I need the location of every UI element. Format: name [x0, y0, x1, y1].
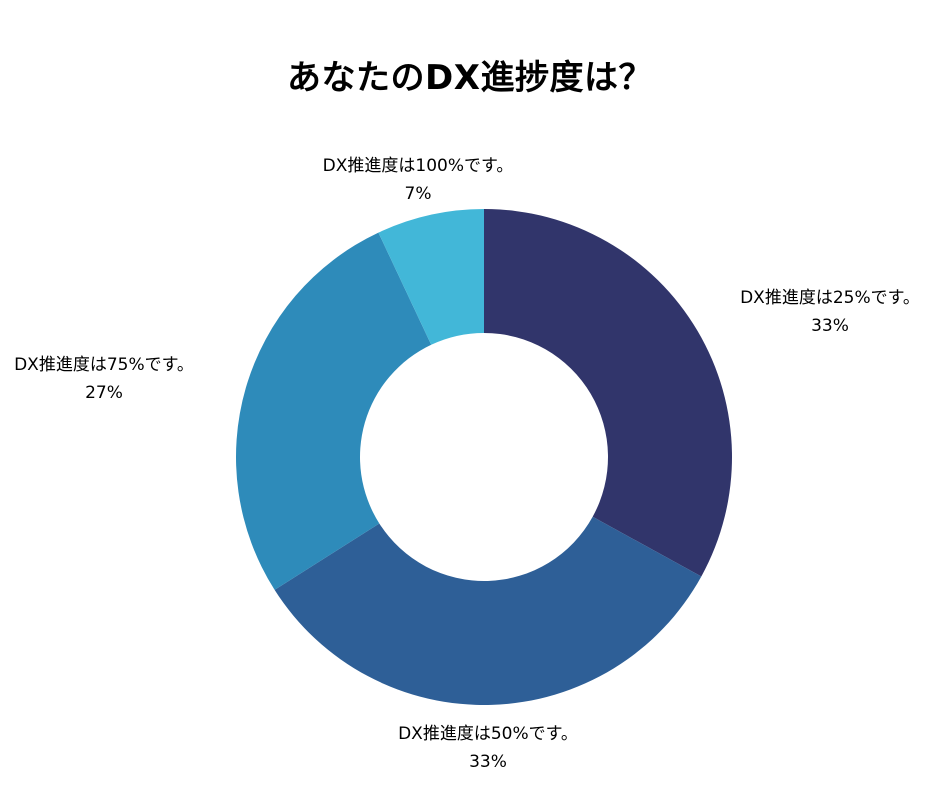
- slice-label-text: DX推進度は50%です。: [398, 724, 578, 744]
- slice-label-text: DX推進度は75%です。: [14, 355, 194, 375]
- slice-label-50: DX推進度は50%です。 33%: [398, 720, 578, 776]
- slice-label-100: DX推進度は100%です。 7%: [323, 152, 514, 208]
- slice-label-75: DX推進度は75%です。 27%: [14, 351, 194, 407]
- slice-label-text: DX推進度は25%です。: [740, 288, 920, 308]
- donut-slice-0: [484, 209, 732, 577]
- slice-value-label: 33%: [811, 316, 849, 336]
- slice-label-25: DX推進度は25%です。 33%: [740, 284, 920, 340]
- chart-title: あなたのDX進捗度は？: [287, 58, 653, 98]
- slice-value-label: 7%: [404, 184, 432, 204]
- donut-slices: [236, 209, 732, 705]
- donut-slice-3: [378, 209, 484, 345]
- donut-slice-2: [236, 232, 432, 590]
- slice-value-label: 33%: [469, 752, 507, 772]
- donut-slice-1: [274, 516, 702, 705]
- slice-value-label: 27%: [85, 383, 123, 403]
- slice-label-text: DX推進度は100%です。: [322, 156, 514, 176]
